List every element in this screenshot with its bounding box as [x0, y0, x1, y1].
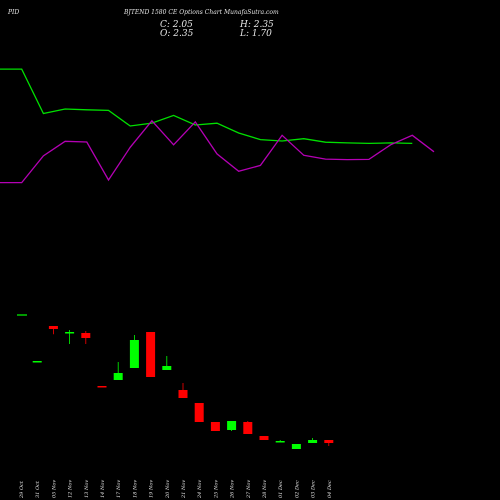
candle-body	[81, 333, 91, 338]
candle-body	[178, 390, 188, 398]
candle-body	[146, 332, 156, 377]
green-line-series	[0, 68, 413, 145]
candle-body	[162, 366, 172, 370]
candle-body	[291, 444, 301, 449]
date-label: 21 Nov	[181, 480, 187, 499]
magenta-line-series	[0, 119, 435, 184]
date-label: 27 Nov	[246, 480, 252, 499]
date-label: 18 Nov	[132, 480, 138, 498]
candle-body	[227, 421, 237, 430]
candle-body	[48, 326, 58, 329]
date-label: 24 Nov	[197, 480, 203, 499]
candle-body	[129, 340, 139, 368]
candle-body	[113, 373, 123, 380]
candle-body	[259, 436, 269, 440]
date-label: 29 Oct	[19, 480, 25, 499]
date-label: 25 Nov	[213, 480, 219, 499]
candle-body	[210, 422, 220, 431]
low-value: L: 1.70	[240, 29, 272, 39]
chart-title: BJTEND 1580 CE Options Chart MunafaSutra…	[124, 9, 279, 16]
candle-body	[324, 440, 334, 443]
close-value: C: 2.05	[160, 20, 193, 30]
date-label: 14 Nov	[100, 480, 106, 498]
candle-body	[275, 441, 285, 443]
open-value: O: 2.35	[160, 29, 194, 39]
date-label: 28 Nov	[262, 480, 268, 499]
date-label: 03 Dec	[311, 480, 317, 498]
candle-body	[32, 361, 42, 363]
date-label: 20 Nov	[165, 480, 171, 499]
candle-body	[308, 440, 318, 443]
candle-body	[97, 386, 107, 388]
high-value: H: 2.35	[240, 20, 274, 30]
candle-body	[65, 332, 75, 334]
date-label: 04 Dec	[327, 480, 333, 498]
date-label: 12 Nov	[68, 480, 74, 498]
candle-body	[243, 422, 253, 434]
candle-body	[194, 403, 204, 422]
date-label: 05 Nov	[51, 480, 57, 498]
date-label: 13 Nov	[84, 480, 90, 498]
date-label: 17 Nov	[116, 480, 122, 498]
date-label: 01 Dec	[278, 480, 284, 498]
date-label: 26 Nov	[230, 480, 236, 499]
date-label: 02 Dec	[294, 480, 300, 498]
date-label: 31 Oct	[35, 480, 41, 498]
symbol-label: PID	[8, 9, 20, 16]
date-label: 19 Nov	[149, 480, 155, 498]
